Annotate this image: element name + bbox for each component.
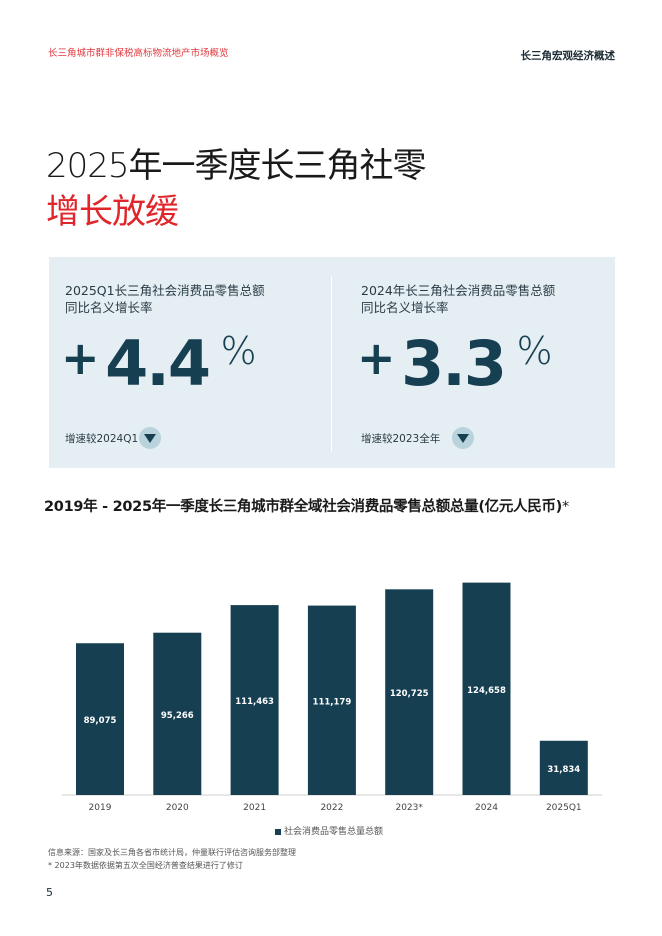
kpi-sign: + xyxy=(61,331,100,385)
data-label-2021: 111,463 xyxy=(235,697,274,707)
kpi-label-line1: 2025Q1长三角社会消费品零售总额 xyxy=(65,283,265,298)
chart-title-text: 2019年 - 2025年一季度长三角城市群全域社会消费品零售总额总量(亿元人民… xyxy=(44,499,562,515)
kpi-label-line2: 同比名义增长率 xyxy=(361,300,449,315)
bar-2025Q1 xyxy=(539,740,588,795)
header-section-title: 长三角宏观经济概述 xyxy=(520,50,616,62)
bar-2022 xyxy=(307,605,356,795)
bar-chart: 89,075 2019 95,266 2020 111,463 2021 111,179 20… xyxy=(62,582,602,813)
kpi-divider xyxy=(331,276,332,452)
kpi-label: 2025Q1长三角社会消费品零售总额 同比名义增长率 xyxy=(65,282,305,316)
x-tick-label-2020: 2020 xyxy=(166,803,189,813)
chart-title: 2019年 - 2025年一季度长三角城市群全域社会消费品零售总额总量(亿元人民… xyxy=(44,495,569,516)
kpi-unit: % xyxy=(516,329,553,373)
kpi-card-2025q1: 2025Q1长三角社会消费品零售总额 同比名义增长率 + 4.4 % 增速较20… xyxy=(49,257,309,468)
kpi-value: + 4.4 % xyxy=(61,327,257,400)
kpi-value: + 3.3 % xyxy=(357,327,553,400)
kpi-label-line1: 2024年长三角社会消费品零售总额 xyxy=(361,283,556,298)
page-title-line1: 2025年一季度长三角社零 xyxy=(46,146,427,186)
down-arrow-icon xyxy=(452,427,474,449)
x-tick-label-2023*: 2023* xyxy=(395,803,423,813)
legend-swatch xyxy=(275,828,281,835)
header-report-title: 长三角城市群非保税高标物流地产市场概览 xyxy=(48,48,229,59)
data-label-2019: 89,075 xyxy=(84,716,117,726)
bar-2023* xyxy=(385,589,434,795)
page-number: 5 xyxy=(46,886,53,899)
kpi-card-2024: 2024年长三角社会消费品零售总额 同比名义增长率 + 3.3 % 增速较202… xyxy=(345,257,605,468)
x-tick-label-2021: 2021 xyxy=(243,803,266,813)
x-tick-label-2025Q1: 2025Q1 xyxy=(546,803,582,813)
kpi-footnote: 增速较2023全年 xyxy=(361,433,441,445)
kpi-unit: % xyxy=(220,329,257,373)
kpi-label-line2: 同比名义增长率 xyxy=(65,300,153,315)
x-tick-label-2022: 2022 xyxy=(320,803,343,813)
chart-legend: 社会消费品零售总量总额 xyxy=(275,824,383,837)
data-label-2023*: 120,725 xyxy=(390,689,429,699)
x-tick-label-2019: 2019 xyxy=(89,803,112,813)
data-label-2025Q1: 31,834 xyxy=(547,765,580,775)
kpi-number: 4.4 xyxy=(105,327,211,400)
bar-2020 xyxy=(153,632,202,795)
revision-note: * 2023年数据依据第五次全国经济普查结果进行了修订 xyxy=(48,861,243,870)
data-label-2020: 95,266 xyxy=(161,711,194,721)
kpi-number: 3.3 xyxy=(401,327,507,400)
source-note: 信息来源：国家及长三角各省市统计局，仲量联行评估咨询服务部整理 xyxy=(48,848,296,857)
legend-label: 社会消费品零售总量总额 xyxy=(284,827,384,837)
bar-2021 xyxy=(230,605,279,795)
page-title-line2: 增长放缓 xyxy=(46,192,179,232)
bar-2019 xyxy=(76,643,124,795)
down-arrow-icon xyxy=(139,427,161,449)
kpi-footnote: 增速较2024Q1 xyxy=(65,433,139,445)
chart-title-asterisk: * xyxy=(561,499,569,515)
kpi-label: 2024年长三角社会消费品零售总额 同比名义增长率 xyxy=(361,282,601,316)
x-tick-label-2024: 2024 xyxy=(475,803,498,813)
data-label-2022: 111,179 xyxy=(313,697,352,707)
bar-2024 xyxy=(462,582,511,795)
data-label-2024: 124,658 xyxy=(467,686,506,696)
kpi-sign: + xyxy=(357,331,396,385)
